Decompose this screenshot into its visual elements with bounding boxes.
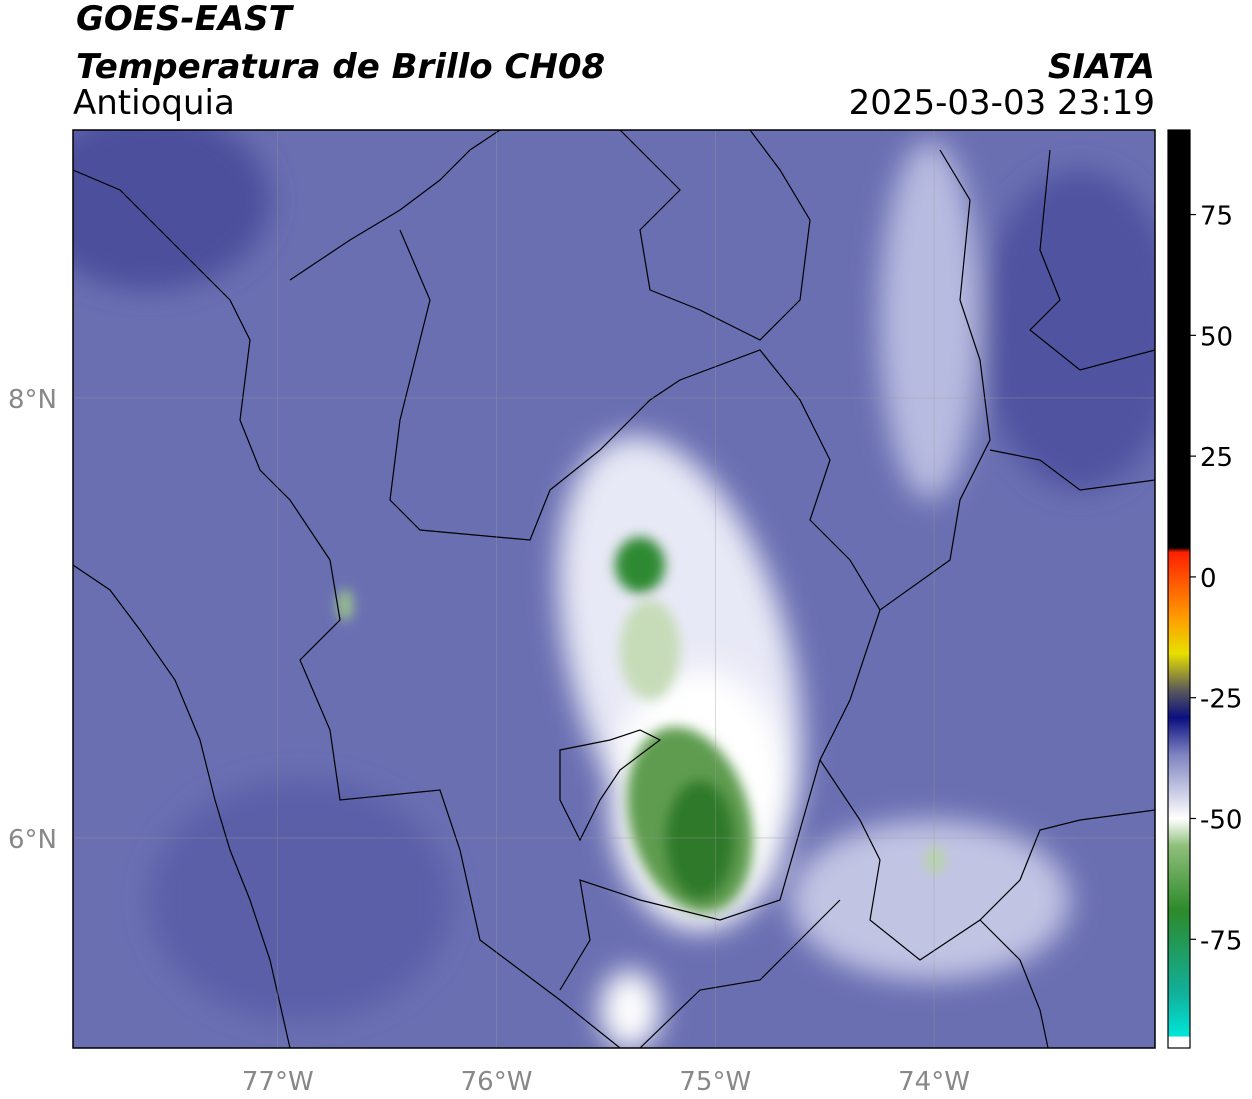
colorbar-tick-label: -50 (1200, 806, 1242, 836)
region: Antioquia (73, 83, 235, 123)
grid (73, 130, 1155, 1048)
colorbar-tick-label: 50 (1200, 322, 1233, 352)
lat-tick-label: 8°N (8, 385, 57, 415)
subtitle: Temperatura de Brillo CH08 (76, 47, 605, 87)
colorbar-tick-label: -75 (1200, 926, 1242, 956)
colorbar-tick-label: -25 (1200, 685, 1242, 715)
lat-tick-label: 6°N (8, 825, 57, 855)
satellite-image (73, 130, 1155, 1048)
colorbar-tick-label: 75 (1200, 202, 1233, 232)
lon-tick-label: 76°W (461, 1067, 533, 1097)
borders (73, 130, 1155, 1048)
colorbar-tick-label: 0 (1200, 564, 1217, 594)
lon-tick-label: 74°W (898, 1067, 970, 1097)
title: GOES-EAST (76, 0, 295, 39)
lon-tick-label: 75°W (679, 1067, 751, 1097)
lon-tick-label: 77°W (242, 1067, 314, 1097)
timestamp: 2025-03-03 23:19 (849, 83, 1155, 123)
map-frame (72, 129, 1156, 1049)
colorbar (1167, 129, 1191, 1049)
colorbar-tick-label: 25 (1200, 443, 1233, 473)
source: SIATA (1048, 47, 1155, 87)
